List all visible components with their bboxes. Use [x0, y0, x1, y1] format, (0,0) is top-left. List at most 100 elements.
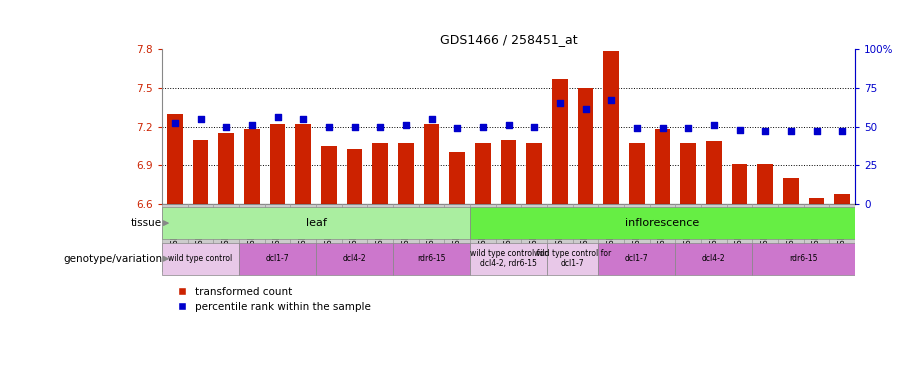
Bar [162, 243, 239, 275]
Bar [752, 243, 855, 275]
Bar [193, 140, 208, 204]
Point [681, 125, 696, 131]
Text: GSM65940: GSM65940 [607, 208, 616, 249]
Bar [758, 164, 773, 204]
Point [450, 125, 464, 131]
Bar [598, 204, 624, 272]
Point [706, 122, 721, 128]
Bar [342, 204, 367, 272]
Text: GSM65918: GSM65918 [196, 208, 205, 249]
Bar [270, 124, 285, 204]
Bar [244, 129, 259, 204]
Point [733, 127, 747, 133]
Text: GSM65926: GSM65926 [248, 208, 256, 249]
Point [630, 125, 644, 131]
Text: dcl1-7: dcl1-7 [266, 254, 289, 263]
Bar [500, 140, 517, 204]
Point [167, 120, 182, 126]
Text: GSM65917: GSM65917 [170, 208, 179, 249]
Text: inflorescence: inflorescence [626, 218, 699, 228]
Point [527, 124, 542, 130]
Text: GSM65931: GSM65931 [530, 208, 539, 249]
Bar [295, 124, 310, 204]
Point [245, 122, 259, 128]
Bar [629, 143, 644, 204]
Text: GSM65932: GSM65932 [709, 208, 718, 249]
Point [347, 124, 362, 130]
Bar [449, 153, 465, 204]
Text: GSM65938: GSM65938 [555, 208, 564, 249]
Text: rdr6-15: rdr6-15 [418, 254, 446, 263]
Text: GSM65925: GSM65925 [453, 208, 462, 249]
Text: wild type control: wild type control [168, 254, 232, 263]
Text: GSM65933: GSM65933 [735, 208, 744, 249]
Bar [578, 88, 593, 204]
Point [553, 100, 567, 106]
Text: GSM65923: GSM65923 [401, 208, 410, 249]
Bar [675, 243, 752, 275]
Point [424, 116, 438, 122]
Text: GSM65943: GSM65943 [684, 208, 693, 249]
Point [373, 124, 387, 130]
Bar [650, 204, 675, 272]
Point [501, 122, 516, 128]
Point [835, 128, 850, 134]
Point [296, 116, 310, 122]
Bar [526, 143, 542, 204]
Bar [496, 204, 521, 272]
Bar [424, 124, 439, 204]
Text: dcl4-2: dcl4-2 [702, 254, 725, 263]
Point [321, 124, 336, 130]
Bar [445, 204, 470, 272]
Text: tissue: tissue [130, 218, 162, 228]
Point [655, 125, 670, 131]
Point [475, 124, 490, 130]
Text: GSM65935: GSM65935 [787, 208, 796, 249]
Bar [809, 198, 824, 204]
Bar [834, 194, 850, 204]
Text: GSM65929: GSM65929 [478, 208, 487, 249]
Text: GSM65934: GSM65934 [760, 208, 770, 249]
Bar [265, 204, 291, 272]
Bar [604, 51, 619, 204]
Text: GSM65927: GSM65927 [273, 208, 282, 249]
Text: GSM65942: GSM65942 [658, 208, 667, 249]
Bar [732, 164, 747, 204]
Text: GSM65920: GSM65920 [324, 208, 333, 249]
Bar [701, 204, 726, 272]
Bar [346, 148, 362, 204]
Bar [239, 204, 265, 272]
Text: dcl1-7: dcl1-7 [625, 254, 649, 263]
Bar [316, 243, 393, 275]
Bar [213, 204, 239, 272]
Text: GSM65936: GSM65936 [812, 208, 821, 249]
Text: rdr6-15: rdr6-15 [789, 254, 818, 263]
Point [194, 116, 208, 122]
Bar [521, 204, 547, 272]
Bar [552, 79, 568, 204]
Text: dcl4-2: dcl4-2 [343, 254, 366, 263]
Bar [188, 204, 213, 272]
Point [399, 122, 413, 128]
Bar [829, 204, 855, 272]
Bar [393, 243, 470, 275]
Bar [239, 243, 316, 275]
Bar [726, 204, 752, 272]
Bar [470, 243, 547, 275]
Bar [778, 204, 804, 272]
Bar [572, 204, 598, 272]
Bar [162, 207, 470, 239]
Bar [706, 141, 722, 204]
Bar [316, 204, 342, 272]
Point [270, 114, 284, 120]
Bar [219, 133, 234, 204]
Bar [367, 204, 393, 272]
Bar [783, 178, 798, 204]
Point [579, 106, 593, 112]
Bar [598, 243, 675, 275]
Text: GSM65924: GSM65924 [427, 208, 436, 249]
Text: wild type control for
dcl1-7: wild type control for dcl1-7 [534, 249, 611, 268]
Text: GSM65928: GSM65928 [299, 208, 308, 249]
Bar [752, 204, 778, 272]
Legend: transformed count, percentile rank within the sample: transformed count, percentile rank withi… [167, 283, 375, 316]
